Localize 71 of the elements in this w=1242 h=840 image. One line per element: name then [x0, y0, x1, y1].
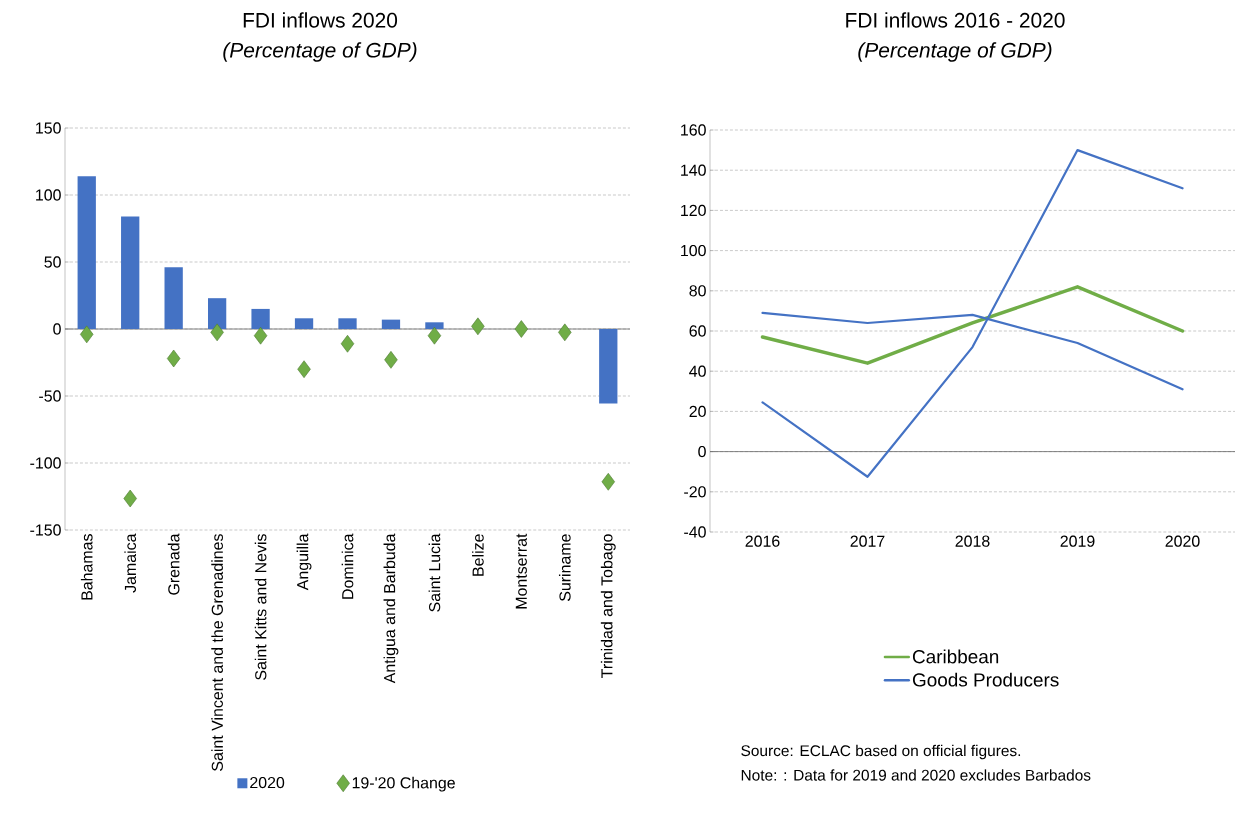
point	[297, 360, 311, 379]
chart-subtitle: (Percentage of GDP)	[223, 42, 417, 62]
x-tick-label: 2017	[850, 535, 885, 547]
point	[514, 320, 529, 338]
y-tick-label: 60	[689, 325, 706, 337]
chart-subtitle: (Percentage of GDP)	[858, 42, 1052, 62]
point	[166, 349, 181, 368]
point	[471, 317, 485, 336]
y-tick-label: 20	[689, 405, 706, 418]
x-tick-label: 2016	[745, 535, 780, 547]
point	[601, 472, 615, 491]
point	[253, 326, 268, 345]
legend-label: 19-'20 Change	[352, 776, 455, 792]
legend-label: Caribbean	[912, 649, 999, 664]
point	[384, 351, 398, 369]
y-tick-label: 120	[681, 204, 706, 217]
legend-label: 2020	[250, 776, 285, 789]
chart-title: FDI inflows 2020	[243, 12, 398, 28]
x-tick-label: 2020	[1165, 535, 1200, 547]
bar	[121, 216, 140, 330]
line-series	[761, 149, 1184, 478]
bar	[425, 322, 444, 330]
x-tick-label: Suriname	[558, 534, 571, 602]
x-tick-label: Montserrat	[515, 533, 527, 609]
bar	[381, 319, 401, 330]
bar	[294, 318, 314, 330]
source-note: Source: ECLAC based on official figures.	[741, 744, 1021, 760]
x-tick-label: Saint Kitts and Nevis	[254, 534, 267, 680]
y-tick-label: -50	[39, 390, 61, 402]
chart-title: FDI inflows 2016 - 2020	[846, 12, 1065, 28]
x-tick-label: Belize	[472, 534, 484, 576]
point	[80, 325, 94, 344]
y-tick-label: -20	[684, 486, 706, 498]
x-tick-label: Saint Vincent and the Grenadines	[211, 534, 223, 771]
y-tick-label: 140	[681, 164, 706, 176]
y-tick-label: -40	[684, 526, 706, 538]
y-tick-label: 80	[689, 285, 706, 297]
y-tick-label: 100	[681, 244, 706, 257]
point	[210, 323, 224, 342]
x-tick-label: 2018	[955, 535, 990, 547]
y-tick-label: 160	[681, 124, 706, 136]
x-tick-label: Dominica	[341, 533, 354, 599]
point	[558, 323, 572, 342]
y-tick-label: 50	[44, 256, 61, 268]
line-series	[760, 285, 1185, 365]
bar	[338, 318, 357, 330]
x-tick-label: Trinidad and Tobago	[600, 534, 616, 678]
x-tick-label: Jamaica	[124, 533, 137, 593]
bar	[164, 267, 183, 330]
y-tick-label: 100	[36, 189, 61, 201]
y-tick-label: 150	[36, 122, 61, 134]
point	[427, 326, 442, 345]
bar	[251, 308, 270, 330]
x-tick-label: Antigua and Barbuda	[383, 533, 399, 684]
y-tick-label: 40	[689, 365, 706, 377]
point	[340, 334, 355, 353]
legend-label: Goods Producers	[912, 672, 1059, 687]
x-tick-label: Anguilla	[296, 533, 312, 591]
bar	[599, 329, 618, 404]
x-tick-label: Bahamas	[80, 534, 93, 600]
y-tick-label: -150	[30, 524, 61, 536]
y-tick-label: 0	[698, 445, 706, 458]
bar	[207, 298, 227, 330]
y-tick-label: -100	[30, 457, 61, 469]
x-tick-label: Saint Lucia	[428, 533, 441, 612]
text: Note: : Data for 2019 and 2020 excludes Barbados	[741, 769, 1091, 781]
x-tick-label: 2019	[1060, 535, 1095, 547]
x-tick-label: Grenada	[167, 533, 180, 595]
y-tick-label: 0	[53, 323, 61, 335]
point	[123, 489, 137, 508]
bar	[77, 176, 96, 330]
